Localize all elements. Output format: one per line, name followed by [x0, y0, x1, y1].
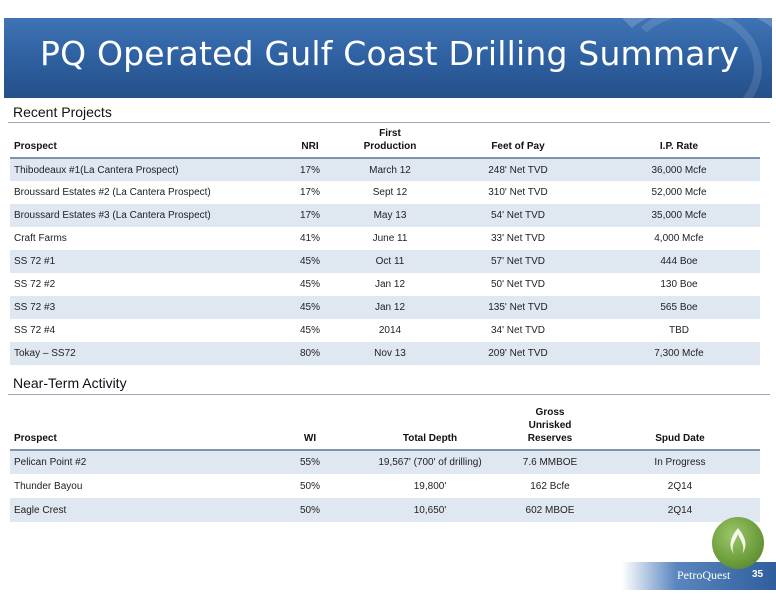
- table-cell: In Progress: [600, 450, 760, 474]
- table-cell: 36,000 Mcfe: [598, 158, 760, 181]
- column-header: Spud Date: [600, 398, 760, 451]
- table-cell: 7,300 Mcfe: [598, 342, 760, 365]
- table-cell: SS 72 #1: [10, 250, 278, 273]
- table-row: Craft Farms 41% June 11 33' Net TVD 4,000 Mc…: [10, 227, 760, 250]
- page-number: 35: [752, 569, 764, 580]
- title-banner: PQ Operated Gulf Coast Drilling Summary: [4, 18, 772, 98]
- petroquest-logo-icon: [712, 517, 764, 569]
- table-cell: Jan 12: [342, 296, 438, 319]
- table-cell: 602 MBOE: [500, 498, 600, 522]
- table-cell: 45%: [278, 296, 342, 319]
- column-header: Gross Unrisked Reserves: [500, 398, 600, 451]
- table-cell: 80%: [278, 342, 342, 365]
- table-cell: 444 Boe: [598, 250, 760, 273]
- table-cell: TBD: [669, 325, 689, 336]
- table-row: SS 72 #1 45% Oct 11 57' Net TVD 444 Boe: [10, 250, 760, 273]
- table-cell: 10,650': [360, 498, 500, 522]
- table-row: Broussard Estates #2 (La Cantera Prospec…: [10, 181, 760, 204]
- table-header-row: Prospect WI Total Depth Gross Unrisked Rese…: [10, 398, 760, 451]
- table-cell: Broussard Estates #2 (La Cantera Prospec…: [14, 187, 211, 198]
- table-row: Broussard Estates #3 (La Cantera Prospec…: [10, 204, 760, 227]
- column-header: WI: [260, 398, 360, 451]
- table-cell: 130 Boe: [660, 279, 698, 290]
- table-cell: 2Q14: [667, 480, 693, 492]
- table-cell: 52,000 Mcfe: [651, 187, 707, 198]
- table-cell: Thunder Bayou: [14, 480, 83, 492]
- table-cell: June 11: [372, 233, 408, 244]
- table-row: SS 72 #4 45% 2014 34' Net TVD TBD: [10, 319, 760, 342]
- column-header: Feet of Pay: [438, 125, 598, 159]
- table-cell: May 13: [342, 204, 438, 227]
- table-row: Tokay – SS72 80% Nov 13 209' Net TVD 7,300 M…: [10, 342, 760, 365]
- footer-band: [622, 562, 776, 590]
- table-cell: 45%: [299, 325, 320, 336]
- table-cell: 41%: [299, 233, 320, 244]
- table-cell: 45%: [299, 279, 320, 290]
- column-header: NRI: [278, 125, 342, 159]
- table-cell: 209' Net TVD: [438, 342, 598, 365]
- recent-projects-table: Prospect NRI First Production Feet of Pay I.…: [10, 125, 760, 365]
- near-term-activity-heading: Near-Term Activity: [13, 375, 127, 391]
- table-cell: 248' Net TVD: [438, 158, 598, 181]
- page-title: PQ Operated Gulf Coast Drilling Summary: [40, 34, 740, 73]
- table-cell: 34' Net TVD: [491, 325, 545, 336]
- table-row: Thibodeaux #1(La Cantera Prospect) 17% Mar…: [10, 158, 760, 181]
- table-cell: 7.6 MMBOE: [500, 450, 600, 474]
- table-cell: 50%: [299, 480, 320, 492]
- table-cell: 57' Net TVD: [438, 250, 598, 273]
- column-header: Total Depth: [360, 398, 500, 451]
- table-cell: Thibodeaux #1(La Cantera Prospect): [10, 158, 278, 181]
- table-cell: 54' Net TVD: [438, 204, 598, 227]
- table-cell: Eagle Crest: [10, 498, 260, 522]
- table-cell: 45%: [278, 250, 342, 273]
- table-cell: Craft Farms: [14, 233, 67, 244]
- table-cell: 2014: [378, 325, 402, 336]
- table-cell: Oct 11: [342, 250, 438, 273]
- table-cell: Jan 12: [374, 279, 406, 290]
- table-row: Pelican Point #2 55% 19,567' (700' of dril…: [10, 450, 760, 474]
- table-row: SS 72 #2 45% Jan 12 50' Net TVD 130 Boe: [10, 273, 760, 296]
- table-cell: 19,567' (700' of drilling): [360, 450, 500, 474]
- table-cell: 17%: [278, 204, 342, 227]
- table-header-row: Prospect NRI First Production Feet of Pay I.…: [10, 125, 760, 159]
- table-cell: Pelican Point #2: [10, 450, 260, 474]
- table-cell: 19,800': [413, 480, 447, 492]
- column-header: I.P. Rate: [598, 125, 760, 159]
- section-divider: [8, 122, 770, 123]
- table-cell: Nov 13: [342, 342, 438, 365]
- table-cell: SS 72 #4: [14, 325, 56, 336]
- table-cell: Tokay – SS72: [10, 342, 278, 365]
- banner-swoosh-decoration: [622, 18, 762, 98]
- table-cell: Sept 12: [372, 187, 408, 198]
- table-row: SS 72 #3 45% Jan 12 135' Net TVD 565 Boe: [10, 296, 760, 319]
- table-row: Eagle Crest 50% 10,650' 602 MBOE 2Q14: [10, 498, 760, 522]
- table-cell: 4,000 Mcfe: [654, 233, 704, 244]
- table-row: Thunder Bayou 50% 19,800' 162 Bcfe 2Q14: [10, 474, 760, 498]
- table-cell: 135' Net TVD: [438, 296, 598, 319]
- table-cell: 17%: [299, 187, 320, 198]
- table-cell: 310' Net TVD: [488, 187, 548, 198]
- section-divider: [8, 394, 770, 395]
- table-cell: SS 72 #3: [10, 296, 278, 319]
- company-name: PetroQuest: [677, 568, 731, 582]
- table-cell: 50%: [260, 498, 360, 522]
- table-cell: 33' Net TVD: [491, 233, 545, 244]
- column-header: Prospect: [10, 398, 260, 451]
- table-cell: 17%: [278, 158, 342, 181]
- column-header: Prospect: [10, 125, 278, 159]
- near-term-activity-table: Prospect WI Total Depth Gross Unrisked Rese…: [10, 398, 760, 522]
- table-cell: 162 Bcfe: [530, 480, 570, 492]
- column-header: First Production: [342, 125, 438, 159]
- table-cell: 35,000 Mcfe: [598, 204, 760, 227]
- table-cell: 50' Net TVD: [491, 279, 545, 290]
- table-cell: SS 72 #2: [14, 279, 56, 290]
- table-cell: Broussard Estates #3 (La Cantera Prospec…: [10, 204, 278, 227]
- table-cell: March 12: [342, 158, 438, 181]
- recent-projects-heading: Recent Projects: [13, 104, 112, 120]
- table-cell: 565 Boe: [598, 296, 760, 319]
- table-cell: 55%: [260, 450, 360, 474]
